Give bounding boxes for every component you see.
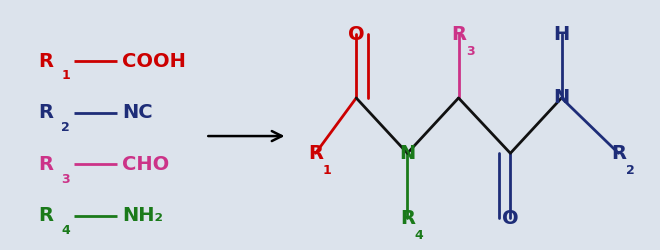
- Text: R: R: [611, 144, 626, 163]
- Text: R: R: [400, 209, 415, 228]
- Text: N: N: [399, 144, 416, 163]
- Text: 1: 1: [61, 69, 70, 82]
- Text: 2: 2: [626, 164, 635, 177]
- Text: 3: 3: [61, 172, 70, 186]
- Text: R: R: [38, 206, 53, 226]
- Text: 4: 4: [61, 224, 70, 237]
- Text: COOH: COOH: [122, 52, 186, 70]
- Text: 2: 2: [61, 121, 70, 134]
- Text: 1: 1: [323, 164, 332, 177]
- Text: R: R: [451, 24, 466, 44]
- Text: R: R: [38, 103, 53, 122]
- Text: R: R: [308, 144, 323, 163]
- Text: R: R: [38, 52, 53, 70]
- Text: NH₂: NH₂: [122, 206, 163, 226]
- Text: O: O: [502, 209, 519, 228]
- Text: NC: NC: [122, 103, 152, 122]
- Text: H: H: [553, 24, 570, 44]
- Text: 4: 4: [415, 229, 424, 242]
- Text: O: O: [348, 24, 364, 44]
- Text: 3: 3: [466, 45, 475, 58]
- Text: R: R: [38, 155, 53, 174]
- Text: N: N: [553, 88, 570, 108]
- Text: CHO: CHO: [122, 155, 170, 174]
